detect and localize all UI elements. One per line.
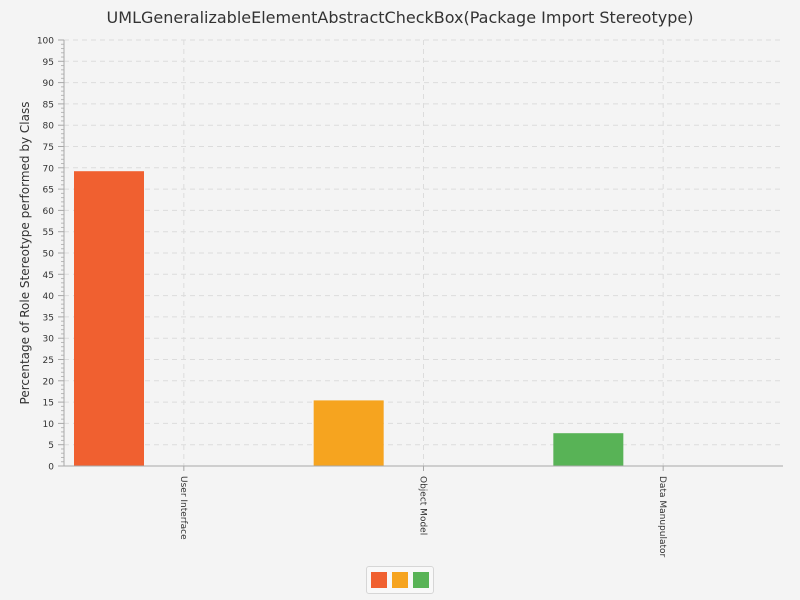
y-tick-label: 15 <box>43 399 54 409</box>
y-tick-label: 10 <box>43 420 55 430</box>
y-tick-label: 70 <box>43 164 55 174</box>
grid-lines <box>64 39 783 466</box>
y-tick-label: 55 <box>43 228 54 238</box>
y-tick-label: 80 <box>43 122 55 132</box>
y-tick-label: 60 <box>43 207 55 217</box>
y-tick-label: 20 <box>43 377 55 387</box>
y-tick-label: 90 <box>43 79 55 89</box>
y-tick-label: 95 <box>43 58 54 68</box>
y-tick-label: 100 <box>37 37 54 47</box>
x-tick-labels: User Interface Object Model Data Manupulat… <box>178 466 667 558</box>
x-tick-label: User Interface <box>178 476 188 540</box>
y-minor-ticks <box>58 39 64 467</box>
legend-swatch <box>392 572 408 588</box>
y-tick-label: 65 <box>43 186 54 196</box>
legend <box>366 566 434 594</box>
bar <box>553 433 624 466</box>
chart-title: UMLGeneralizableElementAbstractCheckBox(… <box>106 8 694 27</box>
y-tick-label: 0 <box>48 463 54 473</box>
legend-swatch <box>371 572 387 588</box>
y-tick-label: 40 <box>43 292 55 302</box>
y-tick-label: 35 <box>43 313 54 323</box>
x-tick-label: Object Model <box>418 476 428 535</box>
x-tick-label: Data Manupulator <box>657 476 667 558</box>
bar <box>74 171 144 466</box>
bars <box>74 171 624 466</box>
y-tick-label: 75 <box>43 143 54 153</box>
y-tick-label: 45 <box>43 271 54 281</box>
legend-swatch <box>413 572 429 588</box>
y-tick-label: 85 <box>43 100 54 110</box>
y-tick-label: 25 <box>43 356 54 366</box>
y-tick-label: 30 <box>43 335 55 345</box>
y-tick-label: 50 <box>43 250 55 260</box>
y-tick-labels: 0 5 10 15 20 25 30 35 40 45 50 55 60 65 70 75 80 85 90 95 10… <box>37 37 54 473</box>
y-tick-label: 5 <box>48 441 54 451</box>
bar <box>313 400 384 466</box>
